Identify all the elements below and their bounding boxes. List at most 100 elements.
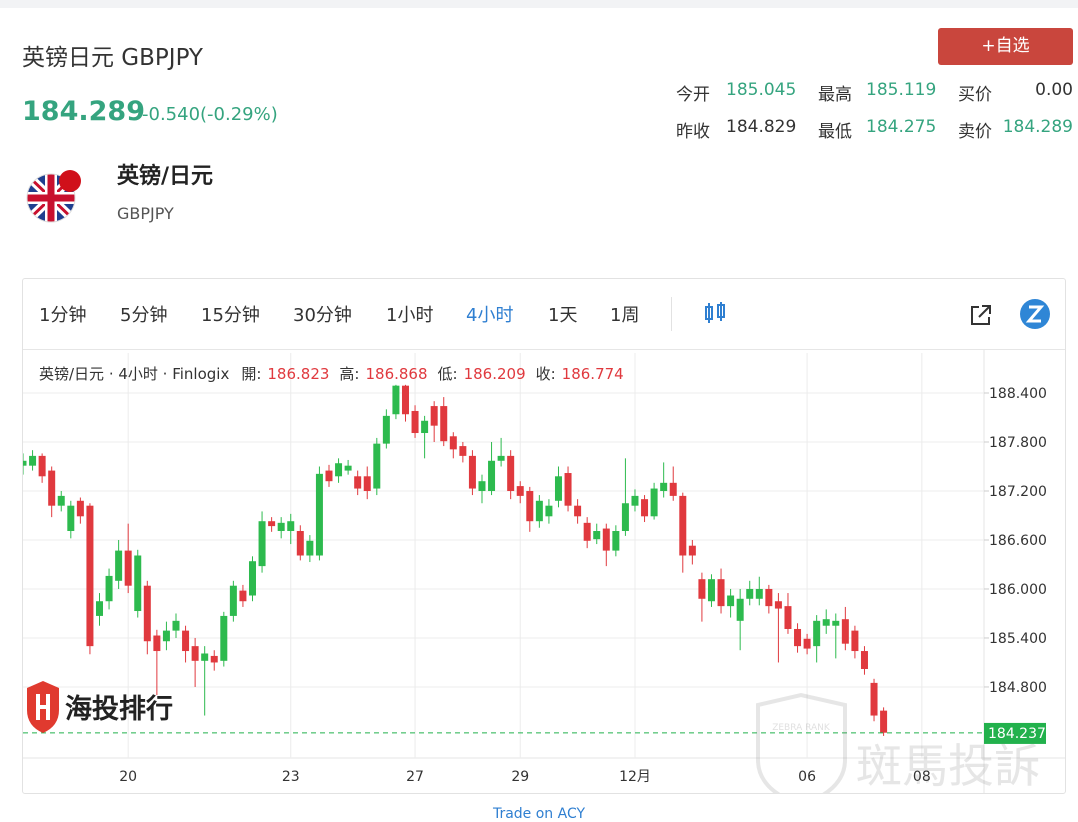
candle-body [736,598,744,621]
candle-body [449,436,457,450]
timeframe-tab[interactable]: 30分钟 [293,305,352,326]
candle-body [832,620,840,626]
timeframe-tab[interactable]: 1周 [610,305,640,326]
timeframe-tab[interactable]: 1分钟 [39,305,87,326]
candle-body [335,463,343,477]
candle-body [488,460,496,491]
zebra-watermark: ZEBRA RANK 斑馬投訴 [756,692,1040,793]
candle-body [134,555,142,612]
ohlc-value: 186.774 [562,365,624,383]
x-tick-label: 12月 [619,769,651,785]
footer-link[interactable]: Trade on ACY [492,806,586,822]
candle-body [774,601,782,609]
x-tick-label: 23 [282,769,300,785]
candle-body [641,499,649,517]
timeframe-tab[interactable]: 1小时 [386,305,434,326]
candle-body [430,406,438,426]
candle-body [382,415,390,444]
add-watchlist-button[interactable]: +自选 [938,28,1073,65]
candle-body [574,505,582,517]
candle-body [172,620,180,631]
ohlc-label: 收: [536,365,556,383]
y-tick-label: 187.200 [989,484,1047,500]
candle-body [583,522,591,541]
candle-body [277,522,285,532]
popout-icon[interactable] [969,303,993,327]
instrument-code: GBPJPY [117,204,174,223]
candle-body [602,528,610,551]
legend-title: 英镑/日元 · 4小时 · Finlogix [39,365,229,383]
y-tick-label: 184.800 [989,680,1047,696]
last-price-box [984,722,1046,744]
candle-body [201,653,209,661]
candle-body [870,682,878,716]
candle-body [411,410,419,434]
candle-body [287,521,295,532]
y-tick-label: 185.400 [989,631,1047,647]
candle-body [268,521,276,527]
stat-value: 185.045 [726,80,797,100]
y-tick-label: 186.000 [989,582,1047,598]
candle-body [554,476,562,501]
candle-body [23,460,27,466]
candle-body [860,651,868,669]
candle-body [124,550,132,586]
chart-legend: 英镑/日元 · 4小时 · Finlogix 開: 186.823 高: 186.868… [39,365,624,383]
candle-body [535,500,543,522]
stat-value: 0.00 [1035,80,1073,100]
y-tick-label: 186.600 [989,533,1047,549]
timeframe-tab[interactable]: 5分钟 [120,305,168,326]
x-tick-label: 29 [511,769,529,785]
chart-panel: 1分钟 5分钟 15分钟 30分钟 1小时 4小时 1天 1周 184.800 185.400 1… [22,278,1066,794]
candle-body [373,443,381,489]
candle-body [526,490,534,522]
shield-icon [36,705,50,709]
y-tick-label: 187.800 [989,435,1047,451]
ohlc-label: 開: [241,365,261,383]
candle-body [564,473,572,506]
candle-body [784,606,792,629]
candle-body [851,630,859,652]
candle-body [363,476,371,491]
candle-body [497,455,505,461]
candle-body [182,630,190,652]
timeframe-tab[interactable]: 1天 [548,305,578,326]
candle-body [765,588,773,607]
candle-body [306,540,314,556]
candle-body [841,619,849,644]
stat-label: 卖价 [958,122,992,142]
candle-body [468,455,476,489]
candle-body [880,710,888,733]
candle-body [248,561,256,596]
candle-body [593,531,601,540]
candle-body [516,486,524,496]
divider [671,297,672,331]
timeframe-tab[interactable]: 15分钟 [201,305,260,326]
candle-body [239,590,247,602]
stat-label: 最低 [818,122,852,142]
candle-body [143,585,151,642]
stat-value: 185.119 [866,80,937,100]
stat-label: 昨收 [676,122,710,142]
candle-body [344,465,352,471]
candle-body [315,473,323,556]
brand-icon[interactable] [1019,298,1051,330]
compare-icon[interactable] [703,301,729,327]
candle-body [67,505,75,532]
candle-body [401,385,409,415]
candle-body [794,628,802,647]
candle-body [631,495,639,506]
candle-body [325,470,333,482]
ohlc-label: 高: [339,365,359,383]
candle-body [48,470,56,506]
y-tick-label: 188.400 [989,386,1047,402]
stat-value: 184.275 [866,117,937,137]
candle-body [57,495,65,506]
candle-body [822,619,830,626]
timeframe-tab[interactable]: 4小时 [466,305,514,326]
ohlc-value: 186.868 [365,365,427,383]
stat-value: 184.829 [726,117,797,137]
x-tick-label: 20 [119,769,137,785]
stat-label: 买价 [958,85,992,105]
